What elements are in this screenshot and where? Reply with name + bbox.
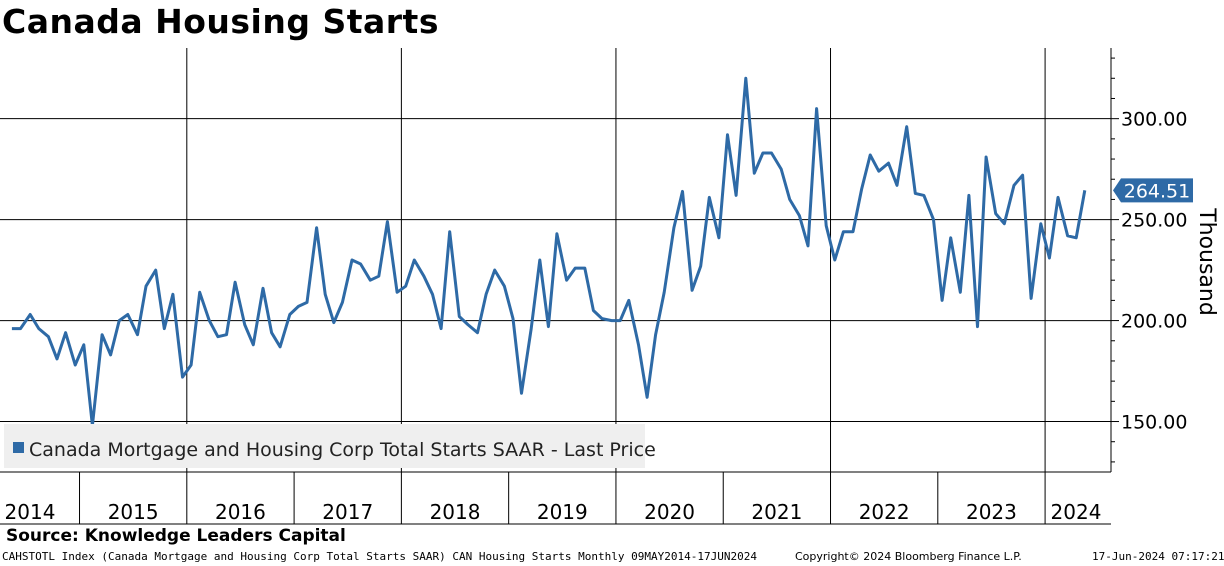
y-tick-label: 200.00	[1121, 311, 1187, 333]
last-value-tag	[1113, 178, 1193, 203]
last-value-marker: 264.51	[1113, 178, 1193, 203]
y-tick-label: 250.00	[1121, 210, 1187, 232]
x-tick-label: 2021	[751, 500, 802, 524]
legend-label: Canada Mortgage and Housing Corp Total S…	[29, 439, 656, 461]
y-axis-label: Thousand	[1194, 207, 1219, 316]
legend: Canada Mortgage and Housing Corp Total S…	[4, 424, 656, 468]
x-tick-label: 2016	[215, 500, 266, 524]
y-tick-label: 150.00	[1121, 412, 1187, 434]
footer-timestamp: 17-Jun-2024 07:17:21	[1092, 550, 1224, 563]
x-tick-label: 2022	[859, 500, 910, 524]
x-tick-label: 2015	[108, 500, 159, 524]
last-value-label: 264.51	[1124, 180, 1190, 202]
gridlines	[0, 48, 1111, 472]
chart-title: Canada Housing Starts	[2, 2, 439, 41]
x-tick-label: 2017	[322, 500, 373, 524]
series-layer	[11, 76, 1087, 428]
x-axis: 2014 2015 2016 2017 2018 2019 2020 2021 2022 2023…	[5, 472, 1102, 524]
x-tick-label: 2023	[966, 500, 1017, 524]
footer-copyright: Copyright© 2024 Bloomberg Finance L.P.	[795, 550, 1022, 563]
y-axis-ticks: 150.00 200.00 250.00 300.00	[1111, 57, 1187, 463]
x-tick-label: 2018	[430, 500, 481, 524]
legend-box	[4, 424, 645, 468]
x-tick-label: 2019	[537, 500, 588, 524]
x-tick-label: 2014	[5, 500, 56, 524]
footer-description: CAHSTOTL Index (Canada Mortgage and Hous…	[2, 550, 757, 563]
y-tick-label: 300.00	[1121, 109, 1187, 131]
legend-swatch	[13, 442, 24, 453]
x-tick-label: 2024	[1051, 500, 1102, 524]
series-line	[11, 76, 1087, 428]
x-tick-label: 2020	[644, 500, 695, 524]
source-note: Source: Knowledge Leaders Capital	[6, 526, 346, 546]
